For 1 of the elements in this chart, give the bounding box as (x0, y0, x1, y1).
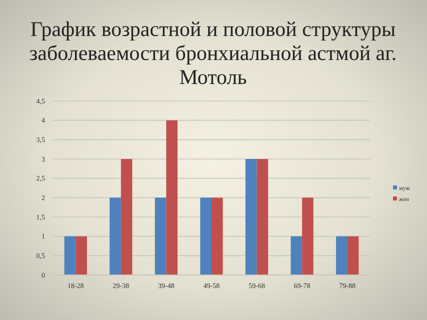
chart-title: График возрастной и половой структуры заболеваемости бронхиальной астмой аг. Мотоль (29, 17, 397, 89)
